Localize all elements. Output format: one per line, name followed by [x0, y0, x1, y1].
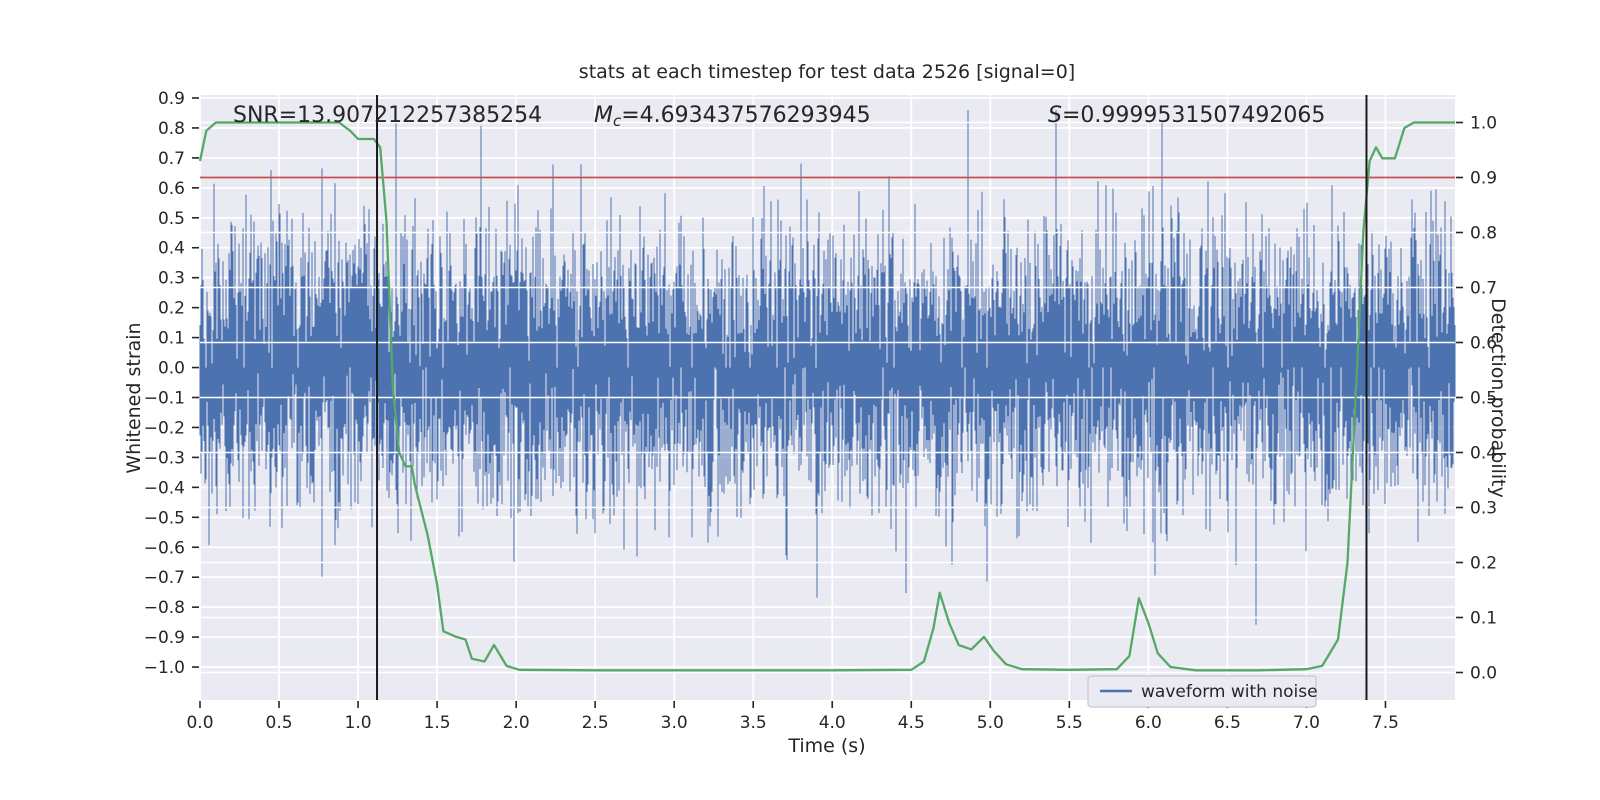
- annotation-snr: SNR=13.907212257385254: [233, 103, 542, 128]
- legend: waveform with noise: [1087, 675, 1318, 708]
- x-axis-label: Time (s): [787, 735, 865, 757]
- detection-probability-series: [198, 121, 1455, 672]
- x-tick-label: 2.0: [503, 713, 530, 733]
- x-tick-label: 5.5: [1056, 713, 1083, 733]
- left-tick-label: −1.0: [144, 658, 185, 678]
- right-tick-label: 0.8: [1470, 224, 1497, 244]
- x-tick-label: 6.5: [1214, 713, 1241, 733]
- x-tick-label: 6.0: [1135, 713, 1162, 733]
- annotation-chirp-mass: Mc=4.693437576293945: [594, 103, 871, 130]
- right-tick-label: 0.9: [1470, 169, 1497, 189]
- left-tick-label: −0.7: [144, 568, 185, 588]
- legend-label: waveform with noise: [1141, 682, 1318, 702]
- right-tick-label: 0.6: [1470, 334, 1497, 354]
- left-tick-label: −0.1: [144, 389, 185, 409]
- right-tick-label: 0.0: [1470, 664, 1497, 684]
- x-tick-label: 4.5: [898, 713, 925, 733]
- left-tick-label: 0.7: [158, 149, 185, 169]
- left-tick-label: 0.0: [158, 359, 185, 379]
- x-tick-label: 7.5: [1372, 713, 1399, 733]
- left-tick-label: 0.6: [158, 179, 185, 199]
- left-tick-label: −0.2: [144, 418, 185, 438]
- plot-layer: 0.9 0.8 0.7 0.6 0.5 0.4 0.3 0.2 0.1 0.0 −0.1 −0.2 −0…: [144, 89, 1497, 733]
- x-tick-label: 3.0: [661, 713, 688, 733]
- left-tick-label: 0.9: [158, 89, 185, 109]
- left-tick-label: −0.4: [144, 478, 185, 498]
- x-tick-label: 2.5: [582, 713, 609, 733]
- x-tick-label: 5.0: [977, 713, 1004, 733]
- left-tick-label: −0.8: [144, 598, 185, 618]
- annotation-stat-s: S=0.9999531507492065: [1048, 103, 1325, 128]
- left-tick-label: 0.5: [158, 209, 185, 229]
- left-tick-label: 0.2: [158, 299, 185, 319]
- left-tick-label: 0.8: [158, 119, 185, 139]
- left-tick-label: 0.1: [158, 329, 185, 349]
- right-tick-label: 1.0: [1470, 114, 1497, 134]
- left-tick-label: 0.4: [158, 239, 185, 259]
- x-tick-label: 4.0: [819, 713, 846, 733]
- x-tick-label: 0.0: [186, 713, 213, 733]
- legend-box: [1087, 675, 1317, 708]
- right-tick-label: 0.2: [1470, 554, 1497, 574]
- x-tick-label: 1.0: [345, 713, 372, 733]
- left-tick-label: −0.6: [144, 538, 185, 558]
- x-tick-label: 7.0: [1293, 713, 1320, 733]
- right-axis-label: Detection probability: [1487, 298, 1509, 498]
- left-tick-label: −0.3: [144, 448, 185, 468]
- right-tick-label: 0.4: [1470, 444, 1497, 464]
- right-tick-label: 0.1: [1470, 609, 1497, 629]
- left-tick-label: 0.3: [158, 269, 185, 289]
- left-tick-label: −0.5: [144, 508, 185, 528]
- x-tick-label: 0.5: [266, 713, 293, 733]
- left-tick-label: −0.9: [144, 628, 185, 648]
- right-tick-label: 0.3: [1470, 499, 1497, 519]
- x-tick-label: 3.5: [740, 713, 767, 733]
- x-tick-label: 1.5: [424, 713, 451, 733]
- right-tick-label: 0.5: [1470, 389, 1497, 409]
- left-axis-label: Whitened strain: [123, 322, 145, 473]
- chart-title: stats at each timestep for test data 252…: [579, 61, 1075, 83]
- right-tick-label: 0.7: [1470, 279, 1497, 299]
